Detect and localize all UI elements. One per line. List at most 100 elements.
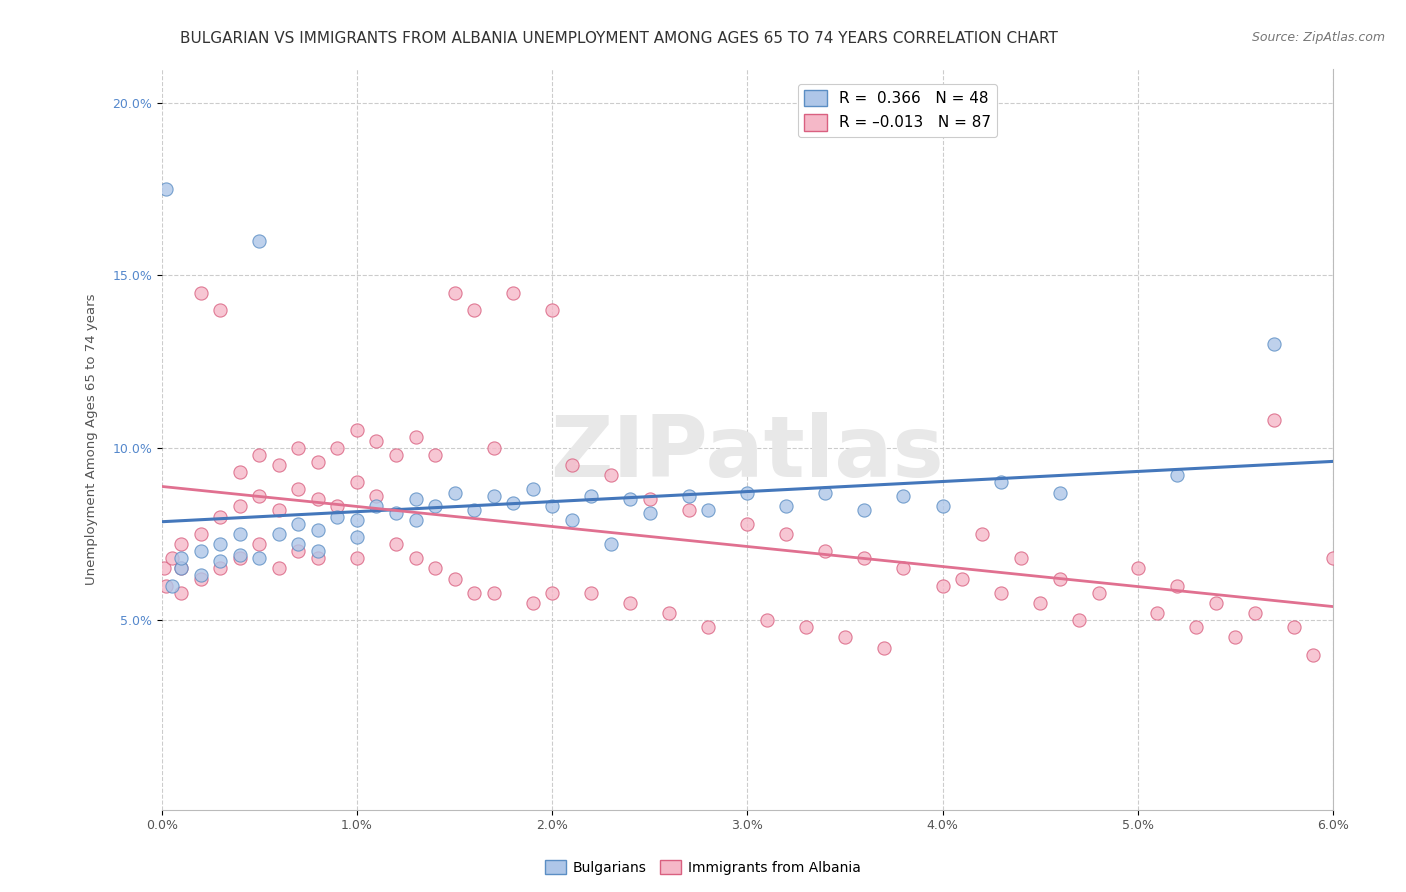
Point [638, 492, 661, 507]
Point [697, 620, 720, 634]
Point [229, 465, 252, 479]
Point [658, 606, 681, 620]
Point [619, 596, 641, 610]
Point [366, 500, 388, 514]
Point [1282, 620, 1305, 634]
Point [247, 448, 270, 462]
Point [755, 613, 778, 627]
Point [346, 513, 368, 527]
Point [366, 489, 388, 503]
Point [307, 454, 329, 468]
Point [405, 551, 427, 566]
Point [423, 500, 446, 514]
Point [443, 572, 465, 586]
Point [346, 424, 368, 438]
Legend: R =  0.366   N = 48, R = –0.013   N = 87: R = 0.366 N = 48, R = –0.013 N = 87 [799, 84, 997, 136]
Point [775, 527, 797, 541]
Point [814, 544, 837, 558]
Point [326, 509, 349, 524]
Point [970, 527, 993, 541]
Point [287, 537, 309, 551]
Point [1225, 630, 1247, 644]
Point [366, 434, 388, 448]
Point [678, 502, 700, 516]
Point [385, 537, 408, 551]
Point [463, 502, 485, 516]
Point [287, 482, 309, 496]
Point [423, 561, 446, 575]
Point [1302, 648, 1324, 662]
Point [522, 482, 544, 496]
Point [170, 551, 193, 566]
Point [561, 513, 583, 527]
Point [160, 579, 183, 593]
Point [247, 234, 270, 248]
Point [1126, 561, 1149, 575]
Point [522, 596, 544, 610]
Point [697, 502, 720, 516]
Point [834, 630, 856, 644]
Point [502, 496, 524, 510]
Point [737, 516, 759, 531]
Point [1263, 413, 1285, 427]
Point [638, 506, 661, 520]
Point [873, 640, 896, 655]
Point [1185, 620, 1208, 634]
Point [155, 579, 177, 593]
Point [287, 516, 309, 531]
Point [190, 544, 212, 558]
Point [1010, 551, 1032, 566]
Point [190, 527, 212, 541]
Point [287, 544, 309, 558]
Point [247, 537, 270, 551]
Point [853, 551, 876, 566]
Point [229, 500, 252, 514]
Point [229, 548, 252, 562]
Point [385, 506, 408, 520]
Point [482, 585, 505, 599]
Point [190, 572, 212, 586]
Point [267, 527, 290, 541]
Point [405, 513, 427, 527]
Point [814, 485, 837, 500]
Point [405, 492, 427, 507]
Point [1166, 468, 1188, 483]
Point [152, 561, 174, 575]
Point [853, 502, 876, 516]
Point [1263, 337, 1285, 351]
Point [893, 489, 915, 503]
Y-axis label: Unemployment Among Ages 65 to 74 years: Unemployment Among Ages 65 to 74 years [86, 293, 98, 585]
Point [170, 561, 193, 575]
Point [541, 500, 564, 514]
Point [561, 458, 583, 472]
Point [1087, 585, 1109, 599]
Point [931, 500, 953, 514]
Point [267, 502, 290, 516]
Point [599, 537, 621, 551]
Legend: Bulgarians, Immigrants from Albania: Bulgarians, Immigrants from Albania [540, 855, 866, 880]
Point [346, 475, 368, 490]
Point [190, 568, 212, 582]
Point [209, 561, 232, 575]
Point [794, 620, 817, 634]
Point [209, 537, 232, 551]
Point [1049, 485, 1071, 500]
Point [405, 430, 427, 444]
Point [482, 441, 505, 455]
Point [443, 485, 465, 500]
Point [155, 182, 177, 196]
Point [579, 585, 602, 599]
Point [307, 551, 329, 566]
Point [1029, 596, 1052, 610]
Point [385, 448, 408, 462]
Point [307, 492, 329, 507]
Point [209, 302, 232, 317]
Point [160, 551, 183, 566]
Point [1146, 606, 1168, 620]
Point [229, 527, 252, 541]
Point [893, 561, 915, 575]
Point [170, 561, 193, 575]
Point [1069, 613, 1091, 627]
Point [502, 285, 524, 300]
Point [541, 302, 564, 317]
